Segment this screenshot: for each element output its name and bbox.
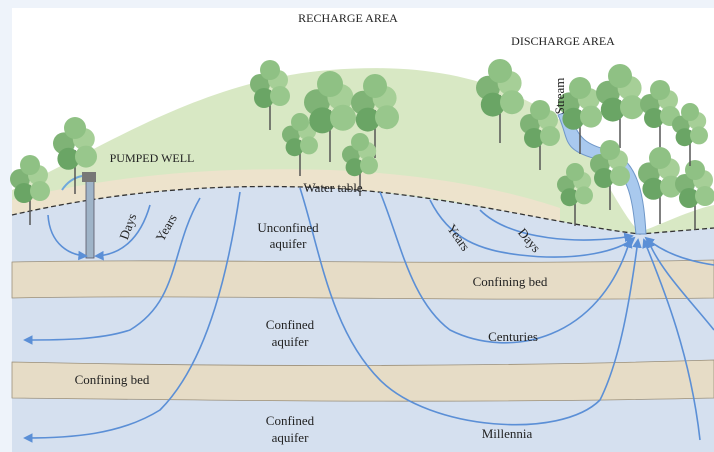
label: PUMPED WELL	[110, 151, 195, 165]
groundwater-diagram: RECHARGE AREA DISCHARGE AREA PUMPED WELL…	[0, 0, 714, 452]
label: Water table	[303, 180, 362, 195]
tree-part	[566, 163, 584, 181]
label: Confining bed	[473, 274, 548, 289]
tree-part	[360, 156, 378, 174]
confining-bed	[12, 260, 714, 299]
tree-part	[351, 133, 369, 151]
tree-part	[260, 60, 280, 80]
tree-part	[375, 105, 399, 129]
tree-part	[608, 64, 632, 88]
tree-part	[488, 59, 512, 83]
tree-part	[363, 74, 387, 98]
tree-part	[64, 117, 86, 139]
tree-part	[270, 86, 290, 106]
label: Millennia	[482, 426, 533, 441]
tree-part	[530, 100, 550, 120]
label: Confining bed	[75, 372, 150, 387]
tree-part	[291, 113, 309, 131]
tree-part	[620, 95, 644, 119]
tree-part	[649, 147, 671, 169]
tree-part	[610, 166, 630, 186]
tree-part	[30, 181, 50, 201]
well-casing	[86, 180, 94, 258]
tree-part	[500, 90, 524, 114]
tree-part	[569, 77, 591, 99]
tree-part	[330, 105, 356, 131]
tree-part	[300, 136, 318, 154]
tree-part	[685, 160, 705, 180]
tree-part	[75, 146, 97, 168]
label: Stream	[552, 78, 567, 115]
well-pump	[82, 172, 96, 182]
tree-part	[317, 71, 343, 97]
label: DISCHARGE AREA	[511, 34, 615, 48]
label: RECHARGE AREA	[298, 11, 398, 25]
tree-part	[575, 186, 593, 204]
tree-part	[540, 126, 560, 146]
label: Centuries	[488, 329, 538, 344]
tree-part	[600, 140, 620, 160]
tree-part	[690, 126, 708, 144]
tree-part	[580, 106, 602, 128]
tree-part	[681, 103, 699, 121]
tree-part	[650, 80, 670, 100]
tree-part	[20, 155, 40, 175]
